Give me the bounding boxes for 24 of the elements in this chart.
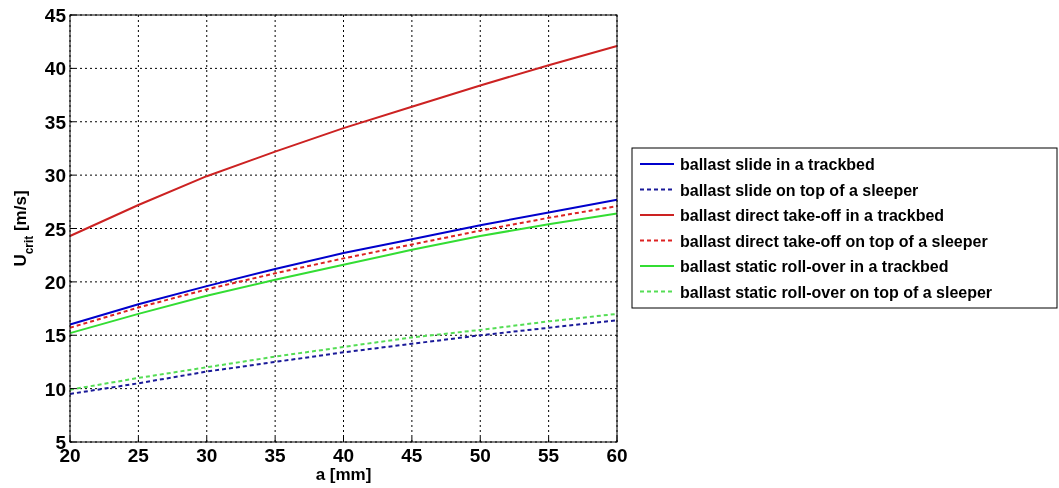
y-tick-label: 10	[44, 378, 66, 400]
y-tick-label: 35	[44, 111, 67, 133]
x-tick-label: 60	[606, 445, 628, 466]
x-tick-label: 25	[127, 445, 150, 466]
x-tick-label: 55	[538, 445, 560, 466]
y-tick-label: 15	[44, 325, 67, 347]
line-series	[69, 44, 618, 237]
x-tick-label: 35	[264, 445, 287, 466]
x-tick-label: 40	[332, 445, 355, 466]
legend-label: ballast static roll-over on top of a sleeper	[680, 283, 993, 301]
x-tick-label: 50	[469, 445, 491, 466]
legend-label: ballast slide in a trackbed	[680, 156, 875, 173]
legend-label: ballast direct take-off in a trackbed	[680, 207, 945, 224]
y-tick-label: 25	[44, 218, 67, 240]
x-tick-label: 30	[196, 445, 218, 466]
x-axis-title: a [mm]	[315, 465, 372, 484]
legend-label: ballast static roll-over in a trackbed	[680, 258, 949, 275]
legend-label: ballast direct take-off on top of a sleeper	[680, 232, 988, 250]
x-tick-label: 45	[401, 445, 423, 466]
y-tick-label: 40	[44, 58, 66, 80]
y-tick-label: 20	[44, 271, 66, 293]
y-tick-label: 45	[44, 5, 67, 26]
y-tick-label: 30	[44, 165, 66, 187]
legend-label: ballast slide on top of a sleeper	[680, 181, 919, 199]
